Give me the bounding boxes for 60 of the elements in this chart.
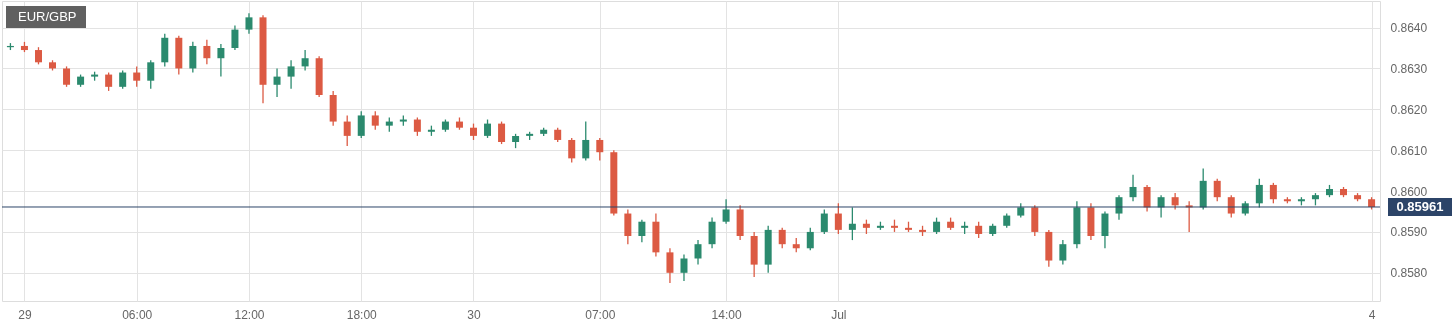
y-tick-label: 0.8640 (1390, 21, 1428, 36)
candlestick (1115, 194, 1123, 221)
candlestick (1059, 239, 1067, 266)
candlestick (217, 43, 225, 78)
candlestick (596, 137, 604, 162)
candlestick (582, 120, 590, 162)
candlestick (680, 253, 688, 282)
candlestick (806, 227, 814, 251)
x-tick-label: 4 (1368, 307, 1376, 322)
text: EUR/GBP (18, 9, 77, 24)
candlestick (105, 71, 113, 92)
candlestick (568, 137, 576, 164)
y-tick-label: 0.8580 (1390, 266, 1428, 281)
candlestick (203, 39, 211, 65)
candlestick (498, 120, 506, 145)
candlestick (189, 41, 197, 74)
candlestick (245, 12, 253, 35)
x-tick-label: 06:00 (122, 307, 153, 322)
candlestick (413, 116, 421, 137)
x-tick-label: 29 (18, 307, 32, 322)
x-tick-label: 30 (467, 307, 481, 322)
candlestick (371, 110, 379, 131)
candlestick (147, 59, 155, 90)
candlestick (778, 227, 786, 249)
candlestick (638, 219, 646, 243)
candlestick (834, 202, 842, 235)
candlestick (1255, 178, 1263, 209)
x-tick-label: 14:00 (711, 307, 742, 322)
y-tick-label: 0.8610 (1390, 143, 1428, 158)
candlestick (848, 206, 856, 241)
candlestick (1213, 178, 1221, 202)
candlestick (63, 65, 71, 88)
candlestick (231, 24, 239, 51)
y-tick-label: 0.8590 (1390, 225, 1428, 240)
y-tick-label: 0.8600 (1390, 184, 1428, 199)
x-tick-label: Jul (831, 307, 847, 322)
candlestick (484, 118, 492, 139)
candlestick (1129, 174, 1137, 202)
candlestick (343, 114, 351, 147)
candlestick (722, 198, 730, 225)
candlestick (1269, 182, 1277, 204)
candlestick (357, 110, 365, 139)
candlestick (133, 65, 141, 88)
candlestick (119, 69, 127, 90)
candlestick (708, 216, 716, 249)
candlestick (273, 67, 281, 98)
candlestick (287, 59, 295, 90)
candlestick (1101, 210, 1109, 249)
candlestick (666, 247, 674, 284)
y-tick-label: 0.8620 (1390, 102, 1428, 117)
candlestick (820, 208, 828, 235)
candlestick (624, 208, 632, 245)
candlestick (1143, 184, 1151, 213)
x-tick-label: 12:00 (234, 307, 265, 322)
x-tick-label: 07:00 (585, 307, 616, 322)
candlestick (301, 49, 309, 72)
candlestick (694, 239, 702, 266)
x-tick-label: 18:00 (346, 307, 378, 322)
y-tick-label: 0.8630 (1390, 61, 1428, 76)
ref-line-label: 0.85961 (1396, 198, 1444, 214)
